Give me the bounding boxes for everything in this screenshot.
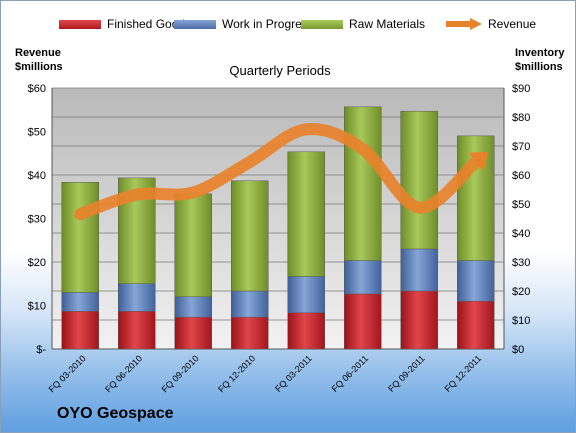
left-tick-label: $60: [28, 83, 46, 95]
left-tick-label: $40: [28, 170, 46, 182]
left-axis-title-line2: $millions: [15, 61, 63, 73]
bar-finished-goods: [344, 293, 382, 350]
category-label: FQ 09-2010: [160, 353, 201, 394]
legend-label-revenue: Revenue: [488, 17, 537, 31]
right-tick-label: $50: [512, 199, 530, 211]
right-tick-label: $70: [512, 141, 530, 153]
category-label: FQ 12-2011: [443, 353, 484, 394]
bar-finished-goods: [174, 316, 212, 350]
right-tick-label: $60: [512, 170, 530, 182]
left-tick-label: $50: [28, 127, 46, 139]
right-axis-title: Inventory $millions: [515, 46, 565, 74]
bar-work-in-progress: [287, 276, 325, 313]
bar-finished-goods: [231, 316, 269, 350]
legend-swatch-work-in-progress: [174, 19, 216, 29]
category-label: FQ 06-2011: [330, 353, 371, 394]
bar-work-in-progress: [61, 292, 99, 312]
legend-swatch-finished-goods: [59, 19, 101, 29]
right-tick-label: $80: [512, 112, 530, 124]
legend-swatch-revenue: [446, 18, 482, 30]
bar-raw-materials: [61, 182, 99, 293]
legend-label-finished-goods: Finished Goods: [107, 17, 192, 31]
right-axis-title-line2: $millions: [515, 61, 563, 73]
company-name: OYO Geospace: [57, 405, 174, 422]
legend-revenue: Revenue: [444, 15, 536, 33]
bar-finished-goods: [287, 312, 325, 350]
bar-raw-materials: [344, 106, 382, 261]
right-axis-title-line1: Inventory: [515, 47, 565, 59]
legend-label-work-in-progress: Work in Progress: [222, 17, 314, 31]
bar-finished-goods: [457, 300, 495, 350]
bar-work-in-progress: [457, 260, 495, 302]
category-label: FQ 12-2010: [216, 353, 257, 394]
bar-raw-materials: [287, 151, 325, 277]
right-tick-label: $0: [512, 344, 524, 356]
bar-work-in-progress: [400, 248, 438, 292]
legend-label-raw-materials: Raw Materials: [349, 17, 426, 31]
left-axis-title: Revenue $millions: [15, 46, 63, 74]
left-tick-label: $10: [28, 301, 46, 313]
right-tick-label: $90: [512, 83, 530, 95]
legend-work-in-progress: Work in Progress: [174, 15, 314, 33]
right-tick-label: $30: [512, 257, 530, 269]
bar-raw-materials: [231, 180, 269, 292]
bar-finished-goods: [118, 311, 156, 350]
left-axis-title-line1: Revenue: [15, 47, 61, 59]
bar-work-in-progress: [344, 260, 382, 295]
legend-raw-materials: Raw Materials: [301, 15, 425, 33]
legend-finished-goods: Finished Goods: [59, 15, 191, 33]
right-tick-label: $20: [512, 286, 530, 298]
left-tick-label: $30: [28, 214, 46, 226]
legend-swatch-raw-materials: [301, 19, 343, 29]
left-tick-label: $20: [28, 257, 46, 269]
chart-title: Quarterly Periods: [229, 63, 331, 78]
right-tick-label: $40: [512, 228, 530, 240]
bar-work-in-progress: [118, 283, 156, 312]
category-label: FQ 03-2011: [273, 353, 314, 394]
bar-finished-goods: [400, 290, 438, 350]
category-label: FQ 03-2010: [47, 353, 88, 394]
bar-work-in-progress: [231, 290, 269, 318]
revenue-arrowhead: [468, 151, 489, 172]
category-label: FQ 06-2010: [103, 353, 144, 394]
bar-finished-goods: [61, 311, 99, 350]
category-label: FQ 09-2011: [386, 353, 427, 394]
left-tick-label: $-: [36, 344, 46, 356]
right-tick-label: $10: [512, 315, 530, 327]
bar-raw-materials: [400, 110, 438, 250]
bar-work-in-progress: [174, 296, 212, 318]
bar-raw-materials: [174, 193, 212, 298]
revenue-line: [74, 123, 482, 221]
